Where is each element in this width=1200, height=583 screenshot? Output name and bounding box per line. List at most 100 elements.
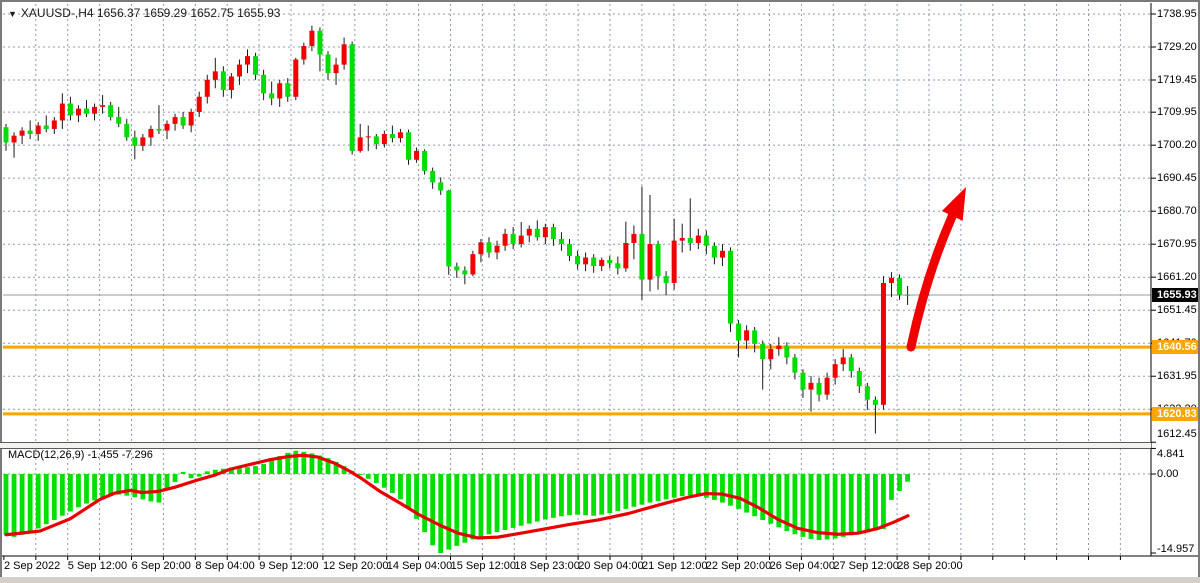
macd-scale-label: 4.841: [1157, 448, 1185, 460]
macd-histogram-bar: [728, 474, 733, 506]
macd-histogram-bar: [454, 474, 460, 546]
macd-histogram-bar: [824, 474, 830, 540]
time-tick-label: 12 Sep 20:00: [323, 560, 389, 572]
triangle-down-icon: ▼: [8, 9, 17, 19]
candle-body: [880, 282, 886, 405]
candle-body: [591, 257, 597, 267]
macd-histogram-bar: [261, 463, 266, 474]
candle-body: [422, 150, 428, 171]
candle-body: [542, 227, 548, 238]
macd-histogram-bar: [647, 474, 653, 503]
trend-arrow-shaft[interactable]: [906, 211, 957, 352]
macd-histogram-bar: [905, 474, 910, 482]
time-tick-label: 18 Sep 23:00: [514, 560, 580, 572]
candle-body: [414, 150, 420, 160]
macd-histogram-bar: [663, 474, 669, 500]
price-tick-label: 1719.45: [1157, 74, 1197, 86]
candle-body: [172, 117, 178, 124]
macd-histogram-bar: [889, 474, 894, 500]
candle-body: [100, 105, 106, 107]
candle-body: [575, 255, 581, 265]
candle-body: [293, 59, 299, 97]
macd-histogram-bar: [156, 474, 162, 503]
macd-histogram-bar: [856, 474, 862, 534]
macd-histogram-bar: [100, 474, 105, 498]
candle-body: [671, 240, 677, 283]
price-tick-label: 1631.95: [1157, 370, 1197, 383]
candle-body: [905, 294, 911, 296]
candle-body: [236, 64, 242, 77]
candle-body: [454, 266, 460, 271]
trend-arrow-head[interactable]: [941, 187, 966, 221]
macd-histogram-bar: [695, 474, 701, 497]
candle-body: [381, 134, 387, 145]
macd-histogram-bar: [414, 474, 419, 519]
macd-histogram-bar: [897, 474, 902, 491]
macd-histogram-bar: [35, 474, 41, 529]
macd-histogram-bar: [317, 455, 323, 474]
candle-body: [365, 136, 371, 138]
candle-body: [872, 399, 878, 405]
candle-body: [180, 117, 186, 126]
macd-histogram-bar: [325, 458, 331, 474]
macd-histogram-bar: [534, 474, 540, 522]
macd-histogram-bar: [752, 474, 758, 517]
candle-body: [510, 233, 516, 245]
macd-histogram-bar: [607, 474, 613, 514]
candle-body: [156, 128, 162, 131]
pane-separator[interactable]: [0, 442, 1151, 449]
macd-histogram-bar: [59, 474, 65, 516]
candle-body: [59, 103, 65, 121]
candle-body: [19, 130, 25, 136]
macd-histogram-bar: [881, 474, 886, 529]
candle-body: [864, 386, 870, 400]
macd-histogram-bar: [583, 474, 588, 516]
chart-title: ▼ XAUUSD-,H4 1656.37 1659.29 1652.75 1655…: [8, 6, 280, 20]
macd-histogram-bar: [253, 466, 258, 474]
candle-body: [840, 357, 846, 365]
price-tick-label: 1700.20: [1157, 139, 1197, 152]
macd-histogram-bar: [679, 474, 685, 497]
candle-body: [478, 242, 484, 255]
candle-body: [752, 330, 758, 344]
candle-body: [309, 30, 315, 46]
macd-histogram-bar: [760, 474, 766, 520]
macd-indicator-label: MACD(12,26,9) -1.455 -7.296: [8, 449, 153, 461]
macd-histogram-bar: [832, 474, 838, 539]
candle-body: [51, 120, 57, 129]
macd-histogram-bar: [92, 474, 97, 501]
candle-body: [204, 79, 210, 97]
time-tick-label: 28 Sep 20:00: [897, 560, 963, 572]
candle-body: [663, 276, 669, 283]
candle-body: [623, 243, 629, 269]
macd-histogram-bar: [502, 474, 508, 530]
macd-histogram-bar: [116, 474, 122, 495]
macd-histogram-bar: [84, 474, 89, 504]
candle-body: [269, 93, 275, 99]
candle-body: [188, 112, 194, 126]
macd-histogram-bar: [631, 474, 637, 507]
candle-body: [317, 30, 323, 55]
candle-body: [728, 250, 733, 324]
candle-body: [245, 56, 250, 65]
candle-body: [35, 125, 41, 135]
macd-histogram-bar: [470, 474, 476, 540]
candle-body: [679, 237, 685, 241]
candle-body: [148, 128, 154, 138]
macd-histogram-bar: [381, 474, 387, 488]
macd-histogram-bar: [840, 474, 846, 537]
macd-histogram-bar: [422, 474, 427, 533]
macd-histogram-bar: [864, 474, 870, 533]
macd-histogram-bar: [76, 474, 81, 508]
candle-body: [800, 372, 806, 390]
candle-body: [446, 190, 452, 267]
macd-histogram-bar: [11, 474, 17, 537]
macd-histogram-bar: [245, 467, 250, 474]
candle-body: [695, 235, 701, 244]
time-tick-label: 15 Sep 12:00: [450, 560, 517, 572]
candle-body: [43, 125, 49, 129]
macd-histogram-bar: [494, 474, 500, 533]
macd-histogram-bar: [164, 474, 170, 490]
macd-histogram-bar: [293, 450, 299, 474]
